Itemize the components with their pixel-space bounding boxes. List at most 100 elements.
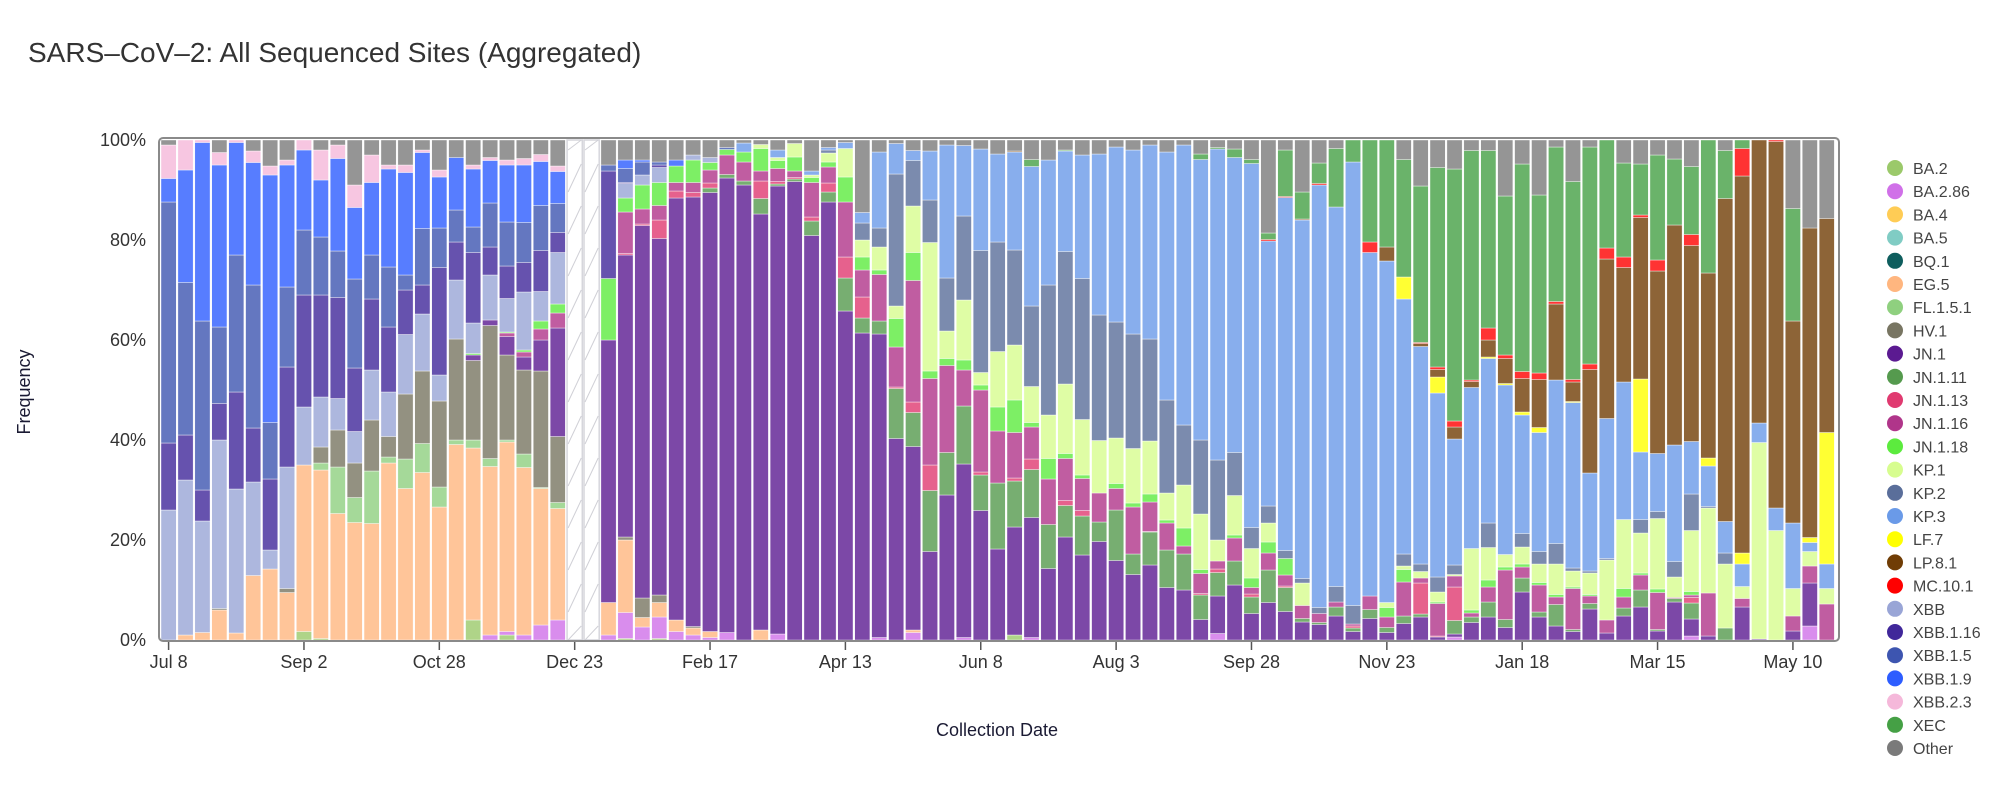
bar-segment-kp-2 [989, 241, 1006, 352]
bar-segment-other [1040, 139, 1057, 161]
bar-segment-xbb-1-5 [245, 284, 262, 429]
legend-item[interactable]: XBB [1887, 600, 1945, 619]
hatch-line [584, 583, 599, 613]
legend-label: BA.2.86 [1913, 184, 1970, 201]
bar-segment-hv-1 [397, 393, 414, 460]
x-tick-label: Sep 2 [280, 652, 327, 672]
legend-item[interactable]: XEC [1887, 716, 1946, 735]
week-bar [431, 139, 448, 641]
bar-segment-jn-1-11 [905, 412, 921, 447]
legend-item[interactable]: BA.2 [1887, 160, 1948, 178]
bar-segment-kp-1 [922, 242, 938, 372]
bar-segment-kp-2 [922, 199, 938, 243]
legend-label: BA.4 [1913, 207, 1948, 224]
bar-segment-other [516, 139, 532, 159]
bar-segment-jn-1-18 [1074, 474, 1091, 479]
legend-item[interactable]: Other [1887, 740, 1954, 758]
legend-item[interactable]: BA.5 [1887, 229, 1948, 248]
x-tick-label: Feb 17 [682, 652, 738, 672]
legend-swatch-icon [1887, 322, 1903, 339]
legend-swatch-icon [1887, 740, 1903, 756]
legend-item[interactable]: KP.1 [1887, 461, 1946, 480]
bar-segment-jn-1 [499, 336, 515, 356]
legend-label: LP.8.1 [1913, 555, 1957, 572]
bar-segment-lp-8-1 [1649, 270, 1666, 454]
bar-segment-xbb-2-3 [346, 184, 363, 208]
bar-segment-jn-1-13 [651, 219, 668, 239]
legend-item[interactable]: XBB.1.5 [1887, 647, 1972, 665]
bar-segment-jn-1-11 [1683, 602, 1700, 620]
week-bar [1209, 139, 1226, 641]
bar-segment-kp-3 [1700, 465, 1717, 507]
legend-item[interactable]: BQ.1 [1887, 252, 1950, 271]
bar-segment-xec [1785, 208, 1801, 322]
bar-segment-other [600, 139, 617, 166]
week-bar [1615, 139, 1632, 641]
bar-segment-jn-1-18 [1243, 577, 1260, 588]
legend-item[interactable]: JN.1.13 [1887, 392, 1968, 410]
bar-segment-ba-2 [499, 634, 515, 641]
legend-item[interactable]: XBB.1.16 [1887, 624, 1981, 642]
bar-segment-eg-5 [363, 523, 380, 641]
bar-segment-jn-1-11 [1412, 613, 1429, 618]
bar-segment-jn-1-18 [1226, 534, 1243, 539]
legend-item[interactable]: LF.7 [1887, 531, 1943, 549]
legend-item[interactable]: XBB.1.9 [1887, 670, 1972, 688]
bar-segment-lf-7 [1480, 356, 1497, 359]
bar-segment-fl-1-5-1 [346, 497, 363, 523]
legend-item[interactable]: JN.1 [1887, 345, 1946, 364]
bar-segment-jn-1-11 [1277, 587, 1294, 612]
legend-item[interactable]: JN.1.11 [1887, 368, 1967, 387]
bar-segment-jn-1 [786, 181, 803, 641]
legend-item[interactable]: HV.1 [1887, 322, 1947, 340]
bar-segment-xbb-1-9 [634, 159, 651, 163]
x-tick-label: Oct 28 [413, 652, 466, 672]
bar-segment-jn-1 [1412, 616, 1429, 641]
legend-item[interactable]: KP.3 [1887, 508, 1946, 526]
bar-segment-xbb [313, 396, 329, 448]
y-tick-label: 20% [110, 530, 146, 550]
bar-segment-kp-3 [1294, 219, 1311, 579]
bar-segment-jn-1-11 [888, 388, 904, 439]
bar-segment-xec [1328, 148, 1344, 208]
bar-segment-jn-1 [972, 510, 989, 641]
legend-item[interactable]: LP.8.1 [1887, 554, 1957, 572]
bar-segment-xec [1514, 163, 1530, 372]
bar-segment-jn-1-11 [1142, 531, 1158, 566]
bar-segment-other [1497, 139, 1514, 197]
week-bar [651, 139, 668, 641]
legend-item[interactable]: EG.5 [1887, 276, 1950, 294]
bar-segment-jn-1-18 [1023, 422, 1040, 428]
week-bar [769, 139, 786, 641]
bar-segment-jn-1-18 [1379, 607, 1395, 618]
legend-item[interactable]: MC.10.1 [1887, 577, 1974, 596]
bar-segment-other [482, 139, 498, 158]
bar-segment-xbb-1-5 [313, 236, 329, 296]
bar-segment-xec [1379, 139, 1395, 248]
bar-segment-jn-1 [1446, 633, 1463, 638]
legend-item[interactable]: BA.4 [1887, 206, 1948, 224]
bar-segment-ba-2-86 [685, 634, 701, 641]
bar-segment-xbb-2-3 [262, 165, 278, 176]
bar-segment-jn-1-13 [1243, 593, 1260, 598]
week-bar [888, 139, 904, 641]
legend-item[interactable]: JN.1.16 [1887, 415, 1968, 433]
legend-item[interactable]: XBB.2.3 [1887, 693, 1972, 712]
legend-item[interactable]: BA.2.86 [1887, 183, 1970, 201]
bar-segment-fl-1-5-1 [313, 462, 329, 471]
bar-segment-ba-2-86 [1446, 636, 1463, 641]
legend-item[interactable]: JN.1.18 [1887, 438, 1968, 456]
bar-segment-xbb-1-9 [533, 161, 549, 206]
week-bar [1480, 139, 1497, 641]
legend-item[interactable]: KP.2 [1887, 484, 1946, 503]
bar-segment-kp-3 [905, 150, 921, 161]
legend-item[interactable]: FL.1.5.1 [1887, 299, 1972, 317]
week-bar [1785, 139, 1801, 641]
bar-segment-xbb [414, 313, 431, 372]
bar-segment-xbb-1-5 [296, 229, 312, 296]
bar-segment-jn-1 [634, 225, 651, 599]
bar-segment-jn-1 [1379, 632, 1395, 641]
bar-segment-jn-1 [989, 548, 1006, 641]
bar-segment-xec [1446, 168, 1463, 422]
hatch-line [584, 139, 599, 151]
